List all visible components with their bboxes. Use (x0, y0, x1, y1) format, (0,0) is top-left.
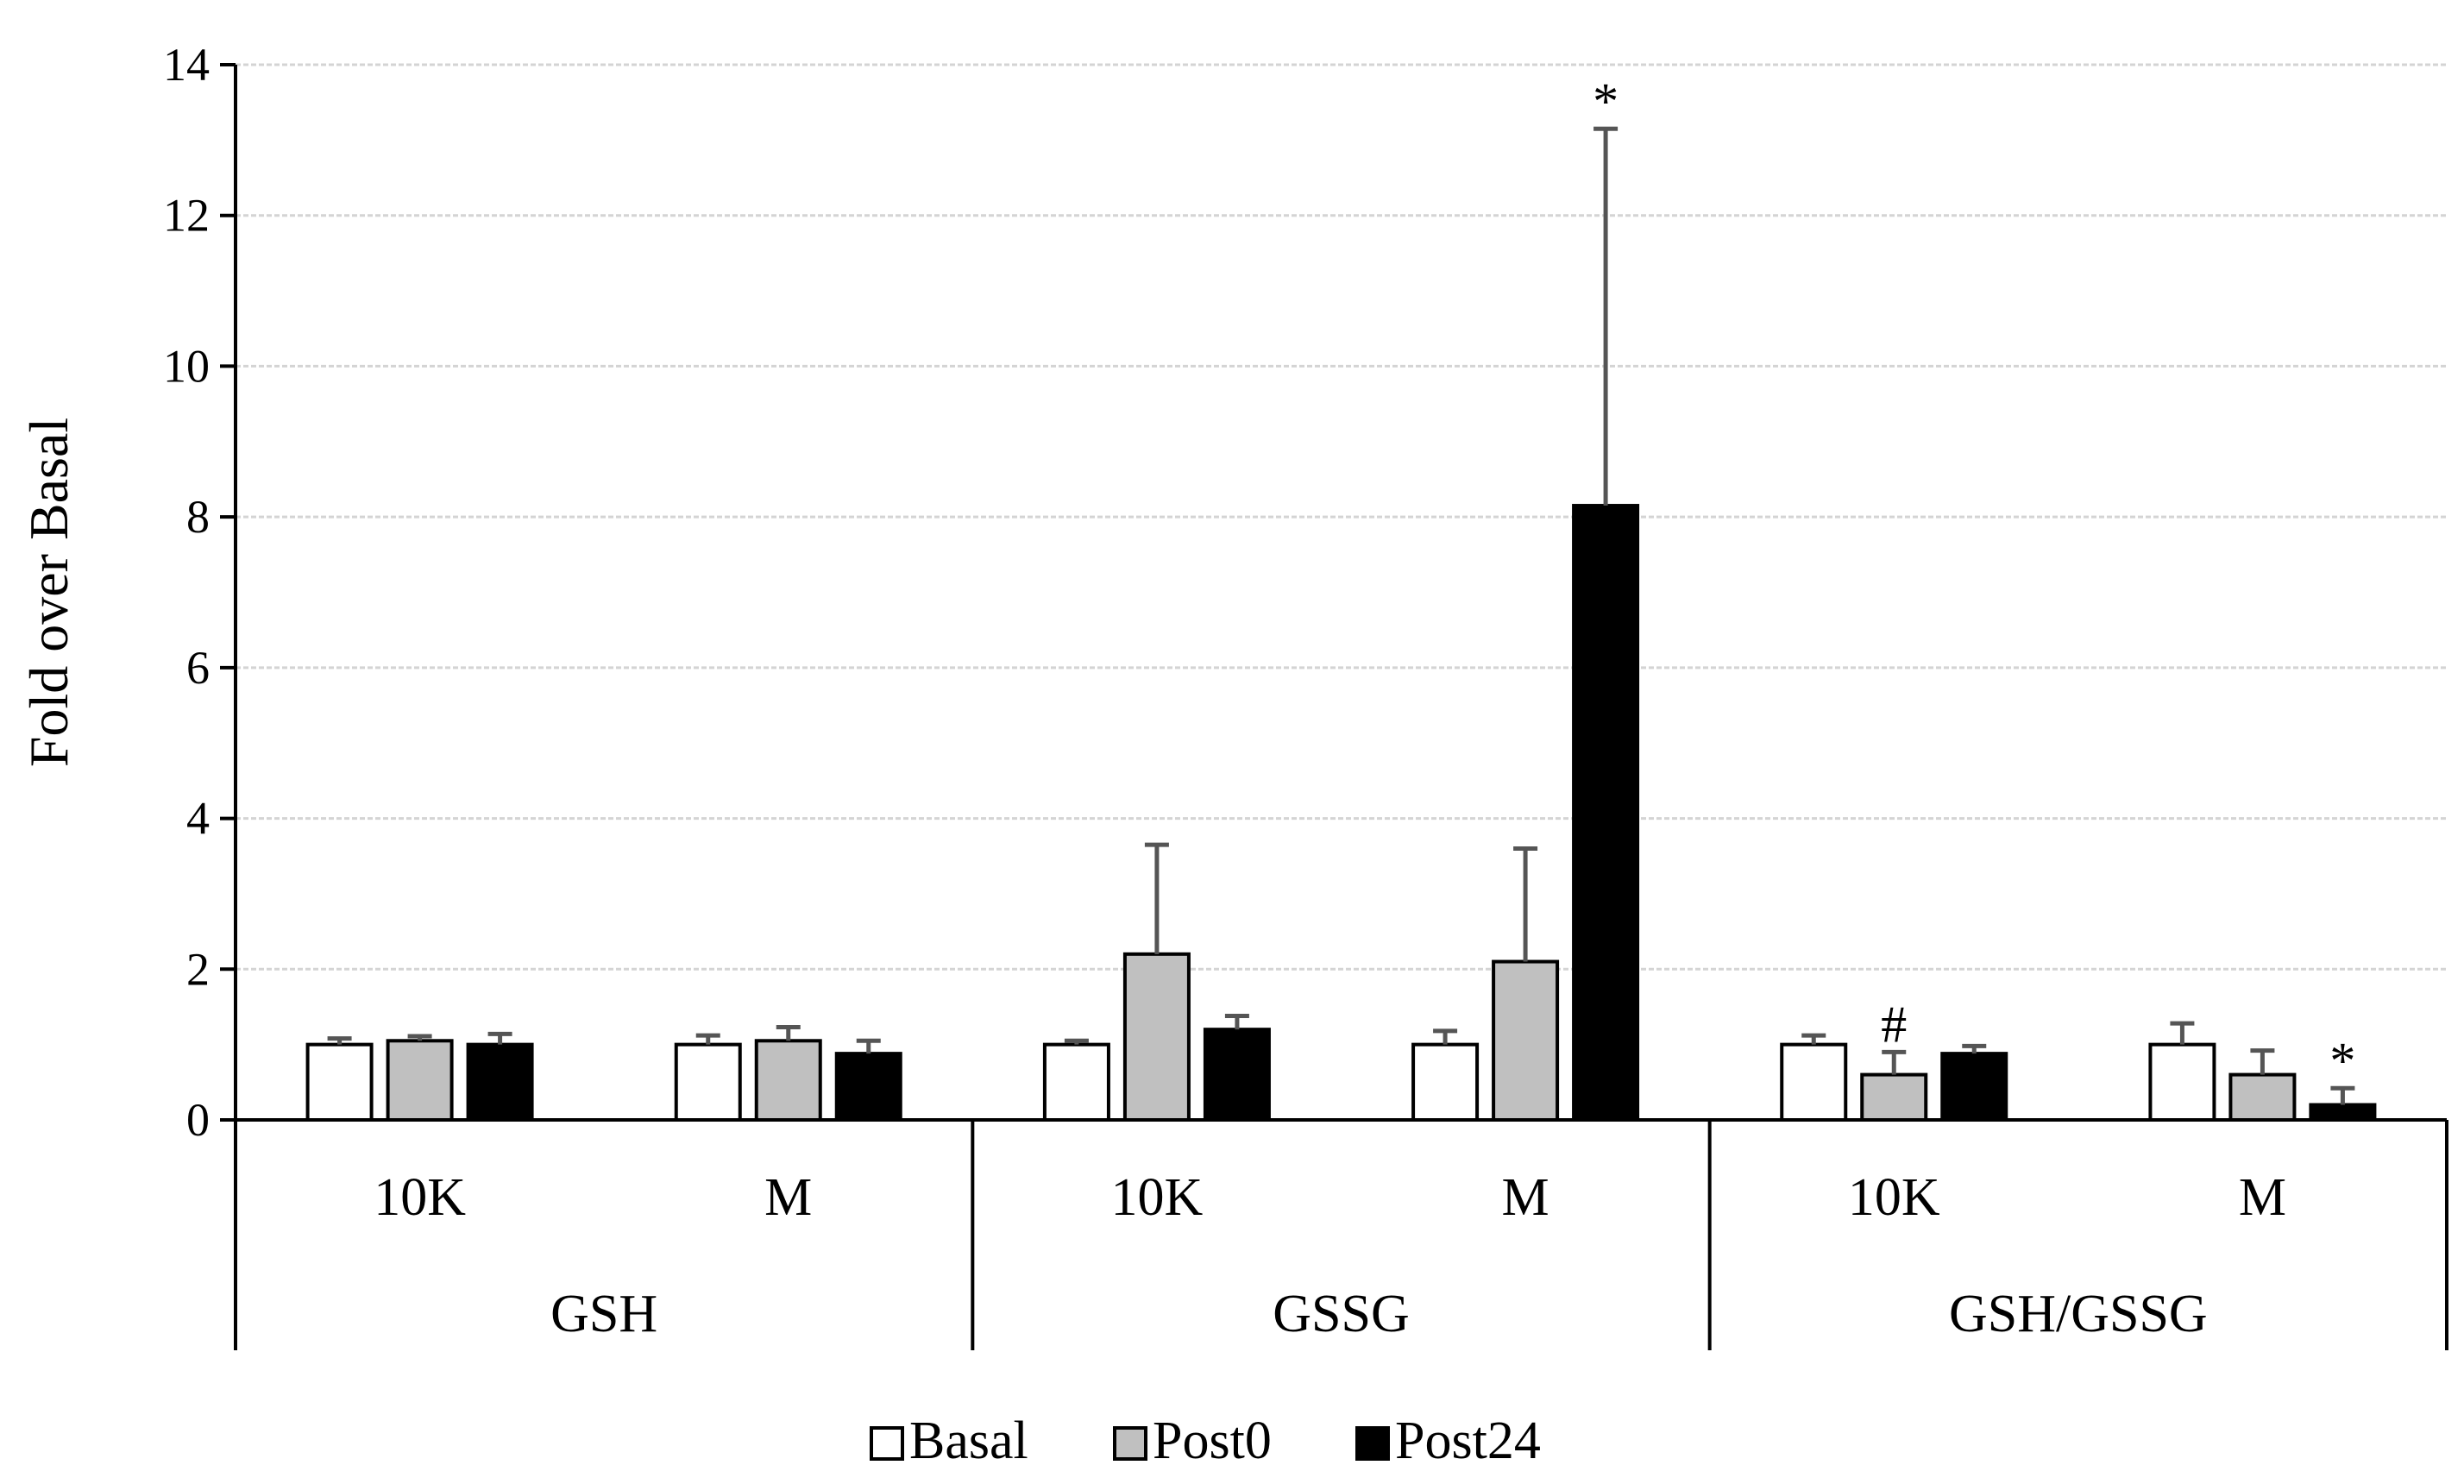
bar-basal (674, 1042, 742, 1122)
y-tick-label: 0 (186, 1094, 210, 1146)
bar-basal (305, 1042, 374, 1122)
bar-basal (1411, 1042, 1480, 1122)
significance-marker: # (1881, 996, 1907, 1053)
y-tick-label: 8 (186, 491, 210, 543)
y-tick-label: 12 (163, 190, 210, 242)
bar-post24 (1572, 504, 1640, 1122)
legend-swatch-post0 (1113, 1426, 1147, 1461)
bar-post0 (754, 1039, 822, 1122)
group-label: GSH (550, 1285, 657, 1343)
bar-post0 (2228, 1072, 2297, 1122)
bar-post24 (2309, 1103, 2377, 1122)
bar-post0 (1860, 1072, 1928, 1122)
bar-basal (1780, 1042, 1848, 1122)
bar-post24 (834, 1052, 902, 1122)
legend-swatch-basal (870, 1426, 904, 1461)
y-tick-label: 14 (163, 39, 210, 91)
significance-marker: * (1593, 72, 1619, 129)
category-label: M (2239, 1168, 2286, 1227)
category-label: 10K (374, 1168, 466, 1227)
legend-swatch-post24 (1355, 1426, 1390, 1461)
legend-label: Basal (909, 1412, 1028, 1470)
bar-basal (2148, 1042, 2216, 1122)
bar-post0 (386, 1039, 454, 1122)
legend-label: Post24 (1395, 1412, 1541, 1470)
bar-basal (1042, 1042, 1110, 1122)
category-label: M (1502, 1168, 1549, 1227)
bar-post24 (1203, 1028, 1271, 1122)
y-axis-title: Fold over Basal (18, 418, 79, 767)
y-tick-label: 4 (186, 793, 210, 845)
group-label: GSSG (1273, 1285, 1410, 1343)
bar-post24 (1940, 1052, 2008, 1122)
bar-post0 (1492, 959, 1560, 1122)
category-label: 10K (1111, 1168, 1204, 1227)
category-label: M (764, 1168, 812, 1227)
legend-label: Post0 (1153, 1412, 1272, 1470)
bar-post0 (1122, 952, 1191, 1122)
category-label: 10K (1848, 1168, 1940, 1227)
y-tick-label: 2 (186, 943, 210, 995)
bar-post24 (466, 1042, 534, 1122)
significance-marker: * (2329, 1032, 2355, 1089)
group-label: GSH/GSSG (1949, 1285, 2208, 1343)
y-tick-label: 6 (186, 642, 210, 694)
y-tick-label: 10 (163, 340, 210, 392)
